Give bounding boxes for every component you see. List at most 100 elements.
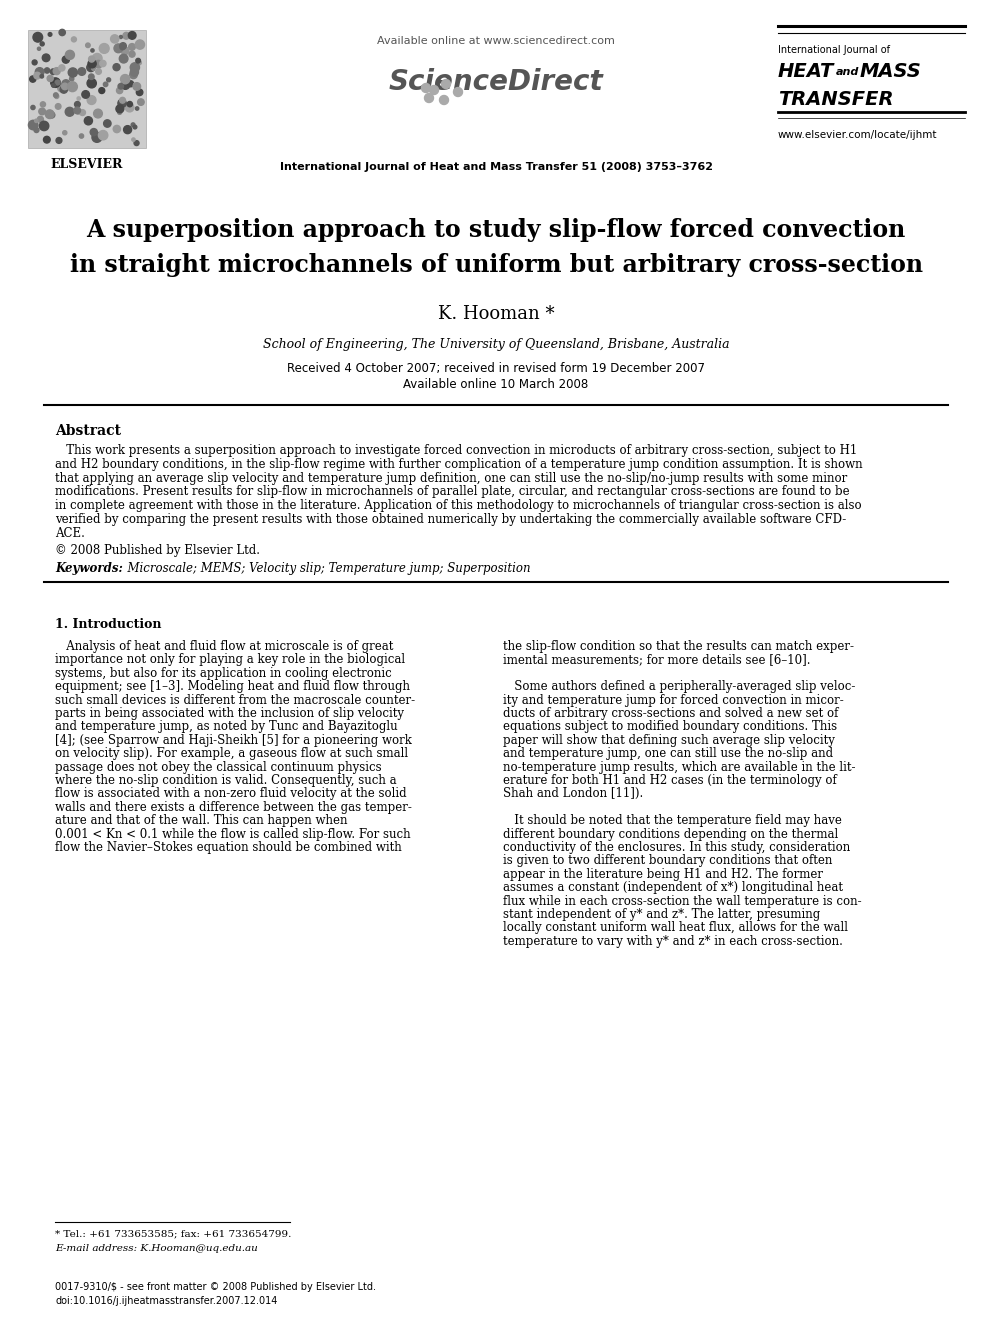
Text: flow is associated with a non-zero fluid velocity at the solid: flow is associated with a non-zero fluid… — [55, 787, 407, 800]
Circle shape — [88, 74, 94, 79]
Circle shape — [77, 97, 80, 101]
Circle shape — [134, 140, 139, 146]
Text: Analysis of heat and fluid flow at microscale is of great: Analysis of heat and fluid flow at micro… — [55, 640, 394, 654]
Text: 0017-9310/$ - see front matter © 2008 Published by Elsevier Ltd.: 0017-9310/$ - see front matter © 2008 Pu… — [55, 1282, 376, 1293]
Text: verified by comparing the present results with those obtained numerically by und: verified by comparing the present result… — [55, 513, 846, 527]
Circle shape — [118, 83, 124, 89]
Text: ACE.: ACE. — [55, 527, 85, 540]
Text: such small devices is different from the macroscale counter-: such small devices is different from the… — [55, 693, 415, 706]
Circle shape — [113, 126, 120, 132]
Circle shape — [33, 33, 43, 42]
Circle shape — [30, 75, 36, 82]
Circle shape — [132, 138, 135, 142]
Text: assumes a constant (independent of x*) longitudinal heat: assumes a constant (independent of x*) l… — [503, 881, 843, 894]
Text: Keywords:: Keywords: — [55, 562, 123, 576]
Circle shape — [125, 103, 134, 112]
Circle shape — [138, 99, 144, 106]
Circle shape — [82, 91, 89, 98]
Circle shape — [86, 64, 95, 71]
Text: International Journal of: International Journal of — [778, 45, 890, 56]
Circle shape — [65, 107, 74, 116]
Circle shape — [40, 42, 45, 46]
Text: www.elsevier.com/locate/ijhmt: www.elsevier.com/locate/ijhmt — [778, 130, 937, 140]
Circle shape — [136, 89, 143, 95]
Text: the slip-flow condition so that the results can match exper-: the slip-flow condition so that the resu… — [503, 640, 854, 654]
Circle shape — [91, 49, 94, 52]
Text: © 2008 Published by Elsevier Ltd.: © 2008 Published by Elsevier Ltd. — [55, 544, 260, 557]
Circle shape — [120, 45, 125, 50]
Text: paper will show that defining such average slip velocity: paper will show that defining such avera… — [503, 734, 835, 746]
Circle shape — [121, 81, 130, 90]
Circle shape — [52, 83, 56, 87]
Text: parts in being associated with the inclusion of slip velocity: parts in being associated with the inclu… — [55, 706, 404, 720]
Text: equations subject to modified boundary conditions. This: equations subject to modified boundary c… — [503, 721, 837, 733]
Circle shape — [41, 102, 46, 107]
Text: It should be noted that the temperature field may have: It should be noted that the temperature … — [503, 814, 842, 827]
Circle shape — [59, 65, 64, 71]
Circle shape — [123, 32, 130, 40]
Text: * Tel.: +61 733653585; fax: +61 733654799.: * Tel.: +61 733653585; fax: +61 73365479… — [55, 1229, 292, 1238]
Circle shape — [61, 86, 67, 93]
Circle shape — [78, 67, 85, 75]
Text: equipment; see [1–3]. Modeling heat and fluid flow through: equipment; see [1–3]. Modeling heat and … — [55, 680, 410, 693]
Circle shape — [118, 110, 122, 114]
Circle shape — [68, 67, 77, 77]
Circle shape — [34, 73, 41, 79]
Circle shape — [128, 32, 136, 40]
Text: is given to two different boundary conditions that often: is given to two different boundary condi… — [503, 855, 832, 868]
Circle shape — [136, 107, 139, 110]
Text: Available online at www.sciencedirect.com: Available online at www.sciencedirect.co… — [377, 36, 615, 46]
Text: appear in the literature being H1 and H2. The former: appear in the literature being H1 and H2… — [503, 868, 823, 881]
Circle shape — [425, 94, 434, 102]
Circle shape — [131, 123, 135, 127]
Circle shape — [114, 44, 123, 53]
Text: on velocity slip). For example, a gaseous flow at such small: on velocity slip). For example, a gaseou… — [55, 747, 408, 761]
Text: imental measurements; for more details see [6–10].: imental measurements; for more details s… — [503, 654, 810, 667]
Circle shape — [99, 87, 105, 94]
Text: A superposition approach to study slip-flow forced convection: A superposition approach to study slip-f… — [86, 218, 906, 242]
Circle shape — [103, 120, 111, 127]
Text: stant independent of y* and z*. The latter, presuming: stant independent of y* and z*. The latt… — [503, 908, 820, 921]
Circle shape — [56, 81, 61, 85]
Circle shape — [91, 67, 95, 70]
Text: ity and temperature jump for forced convection in micor-: ity and temperature jump for forced conv… — [503, 693, 844, 706]
Circle shape — [439, 95, 448, 105]
Text: Microscale; MEMS; Velocity slip; Temperature jump; Superposition: Microscale; MEMS; Velocity slip; Tempera… — [120, 562, 531, 576]
Text: [4]; (see Sparrow and Haji-Sheikh [5] for a pioneering work: [4]; (see Sparrow and Haji-Sheikh [5] fo… — [55, 734, 412, 746]
Circle shape — [133, 82, 141, 90]
Text: This work presents a superposition approach to investigate forced convection in : This work presents a superposition appro… — [55, 445, 857, 456]
Text: locally constant uniform wall heat flux, allows for the wall: locally constant uniform wall heat flux,… — [503, 921, 848, 934]
Text: walls and there exists a difference between the gas temper-: walls and there exists a difference betw… — [55, 800, 412, 814]
Circle shape — [136, 58, 141, 64]
Circle shape — [43, 54, 50, 62]
Circle shape — [130, 71, 137, 78]
Text: E-mail address: K.Hooman@uq.edu.au: E-mail address: K.Hooman@uq.edu.au — [55, 1244, 258, 1253]
Circle shape — [127, 81, 134, 87]
Circle shape — [31, 106, 35, 110]
Circle shape — [121, 74, 130, 83]
Circle shape — [134, 83, 137, 86]
Circle shape — [38, 116, 44, 123]
Text: and H2 boundary conditions, in the slip-flow regime with further complication of: and H2 boundary conditions, in the slip-… — [55, 458, 863, 471]
Circle shape — [71, 37, 76, 42]
Text: in straight microchannels of uniform but arbitrary cross-section: in straight microchannels of uniform but… — [69, 253, 923, 277]
Text: flow the Navier–Stokes equation should be combined with: flow the Navier–Stokes equation should b… — [55, 841, 402, 855]
Circle shape — [39, 108, 46, 115]
Circle shape — [96, 136, 100, 140]
Circle shape — [35, 119, 38, 123]
Text: ature and that of the wall. This can happen when: ature and that of the wall. This can hap… — [55, 814, 347, 827]
Circle shape — [67, 82, 77, 91]
Circle shape — [133, 126, 137, 128]
Text: modifications. Present results for slip-flow in microchannels of parallel plate,: modifications. Present results for slip-… — [55, 486, 849, 499]
Circle shape — [111, 34, 119, 44]
Circle shape — [129, 44, 135, 50]
Circle shape — [130, 67, 139, 77]
Circle shape — [85, 44, 90, 48]
Circle shape — [34, 127, 39, 132]
Circle shape — [79, 110, 85, 115]
Circle shape — [70, 83, 75, 89]
Text: K. Hooman *: K. Hooman * — [437, 306, 555, 323]
Circle shape — [49, 112, 55, 118]
Circle shape — [60, 29, 65, 36]
Text: ELSEVIER: ELSEVIER — [51, 157, 123, 171]
